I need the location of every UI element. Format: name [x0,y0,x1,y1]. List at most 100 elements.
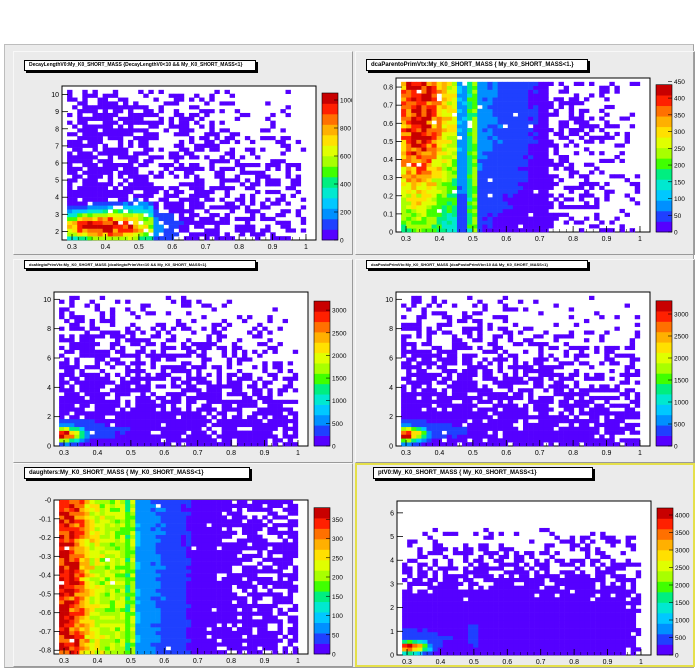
bin [74,561,80,566]
bin [221,318,228,324]
bin [87,193,93,198]
bin [120,384,126,389]
bin [543,128,549,133]
bin [178,143,185,148]
bin [472,124,478,129]
bin [512,147,519,152]
bin [262,430,268,435]
bin [436,212,443,217]
bin [624,407,630,412]
bin [573,403,580,408]
bin [512,395,519,401]
bin [99,295,106,300]
bin [441,415,448,420]
bin [472,197,478,202]
bin [523,208,529,214]
bin [114,426,121,431]
bin [512,135,519,140]
palette-swatch [656,200,672,212]
bin [89,353,95,358]
bin [59,561,65,566]
bin [441,399,448,404]
bin [619,174,625,179]
bin [507,135,514,140]
bin [594,135,600,140]
bin [94,392,101,397]
heatmap-svg: 0.3 0.4 0.5 0.6 0.7 0.8 0.9 1024681005001000150… [43,291,347,457]
bin [67,143,73,148]
bin [186,338,192,343]
bin [436,365,443,370]
pad-daughters[interactable]: 0.3 0.4 0.5 0.6 0.7 0.8 0.9 1 -0 -0.1 -0.2 -0.3 -0.4… [13,463,353,667]
bin [72,159,78,164]
bin [589,128,595,133]
bin [183,236,190,241]
bin [59,546,65,551]
bin [548,178,554,183]
bin [64,603,70,609]
bin [236,415,243,420]
bin [446,315,453,320]
bin [84,600,90,605]
bin [295,182,302,187]
bin [120,415,126,420]
bin [456,116,463,121]
bin [59,411,65,416]
bin [87,143,93,148]
bin [507,384,514,389]
bin [456,197,463,202]
pad-decay-length[interactable]: 0.3 0.4 0.5 0.6 0.7 0.8 0.9 1 2 3 4 5 6 7 8 9 10 0 200 400 6… [13,51,353,255]
bin [446,322,453,327]
bin [114,403,121,408]
bin [107,136,114,141]
bin [59,638,65,643]
z-tick-label: 0 [332,444,336,451]
bin [528,128,534,133]
bin [604,411,610,416]
bin [69,646,75,651]
bin [497,442,503,447]
bin [285,228,291,233]
bin [74,361,80,366]
bin [138,128,144,133]
pad-dca-pos[interactable]: 0.3 0.4 0.5 0.6 0.7 0.8 0.9 1 0 2 4 6 8 10 0 500 1000 150… [355,259,695,463]
bin [456,181,463,187]
bin [472,97,478,102]
bin [150,376,156,381]
bin [619,143,625,148]
bin [117,197,124,202]
bin [451,81,458,86]
bin [568,372,575,377]
bin [163,166,169,171]
bin [194,155,200,160]
bin [583,438,590,443]
bin [563,135,570,140]
root-canvas[interactable]: 0.3 0.4 0.5 0.6 0.7 0.8 0.9 1 2 3 4 5 6 7 8 9 10 0 200 400 6… [4,44,695,668]
bin [548,407,554,412]
bin [224,136,230,141]
bin [109,322,116,327]
bin [441,89,448,94]
bin [77,224,83,229]
bin [69,295,75,300]
bin [64,399,70,404]
bin [426,442,432,447]
bin [114,342,121,347]
bin [446,212,453,217]
bin [614,388,620,393]
bin [247,315,253,320]
bin [277,419,283,424]
bin [492,426,498,431]
bin [583,131,590,137]
bin [477,189,483,194]
bin [72,178,78,183]
bin [446,116,453,121]
bin [543,395,549,401]
bin [191,388,197,393]
pad-dca-neg[interactable]: 0.3 0.4 0.5 0.6 0.7 0.8 0.9 1 0 2 4 6 8 10 0 500 1000 150… [13,259,353,463]
pad-dca-parent[interactable]: 0.3 0.4 0.5 0.6 0.7 0.8 0.9 1 0 0.1 0.2 0.3 0.4 0.5 0.… [355,51,695,255]
bin [492,116,498,121]
bin [482,166,488,171]
bin [497,101,503,106]
bin [87,205,93,210]
